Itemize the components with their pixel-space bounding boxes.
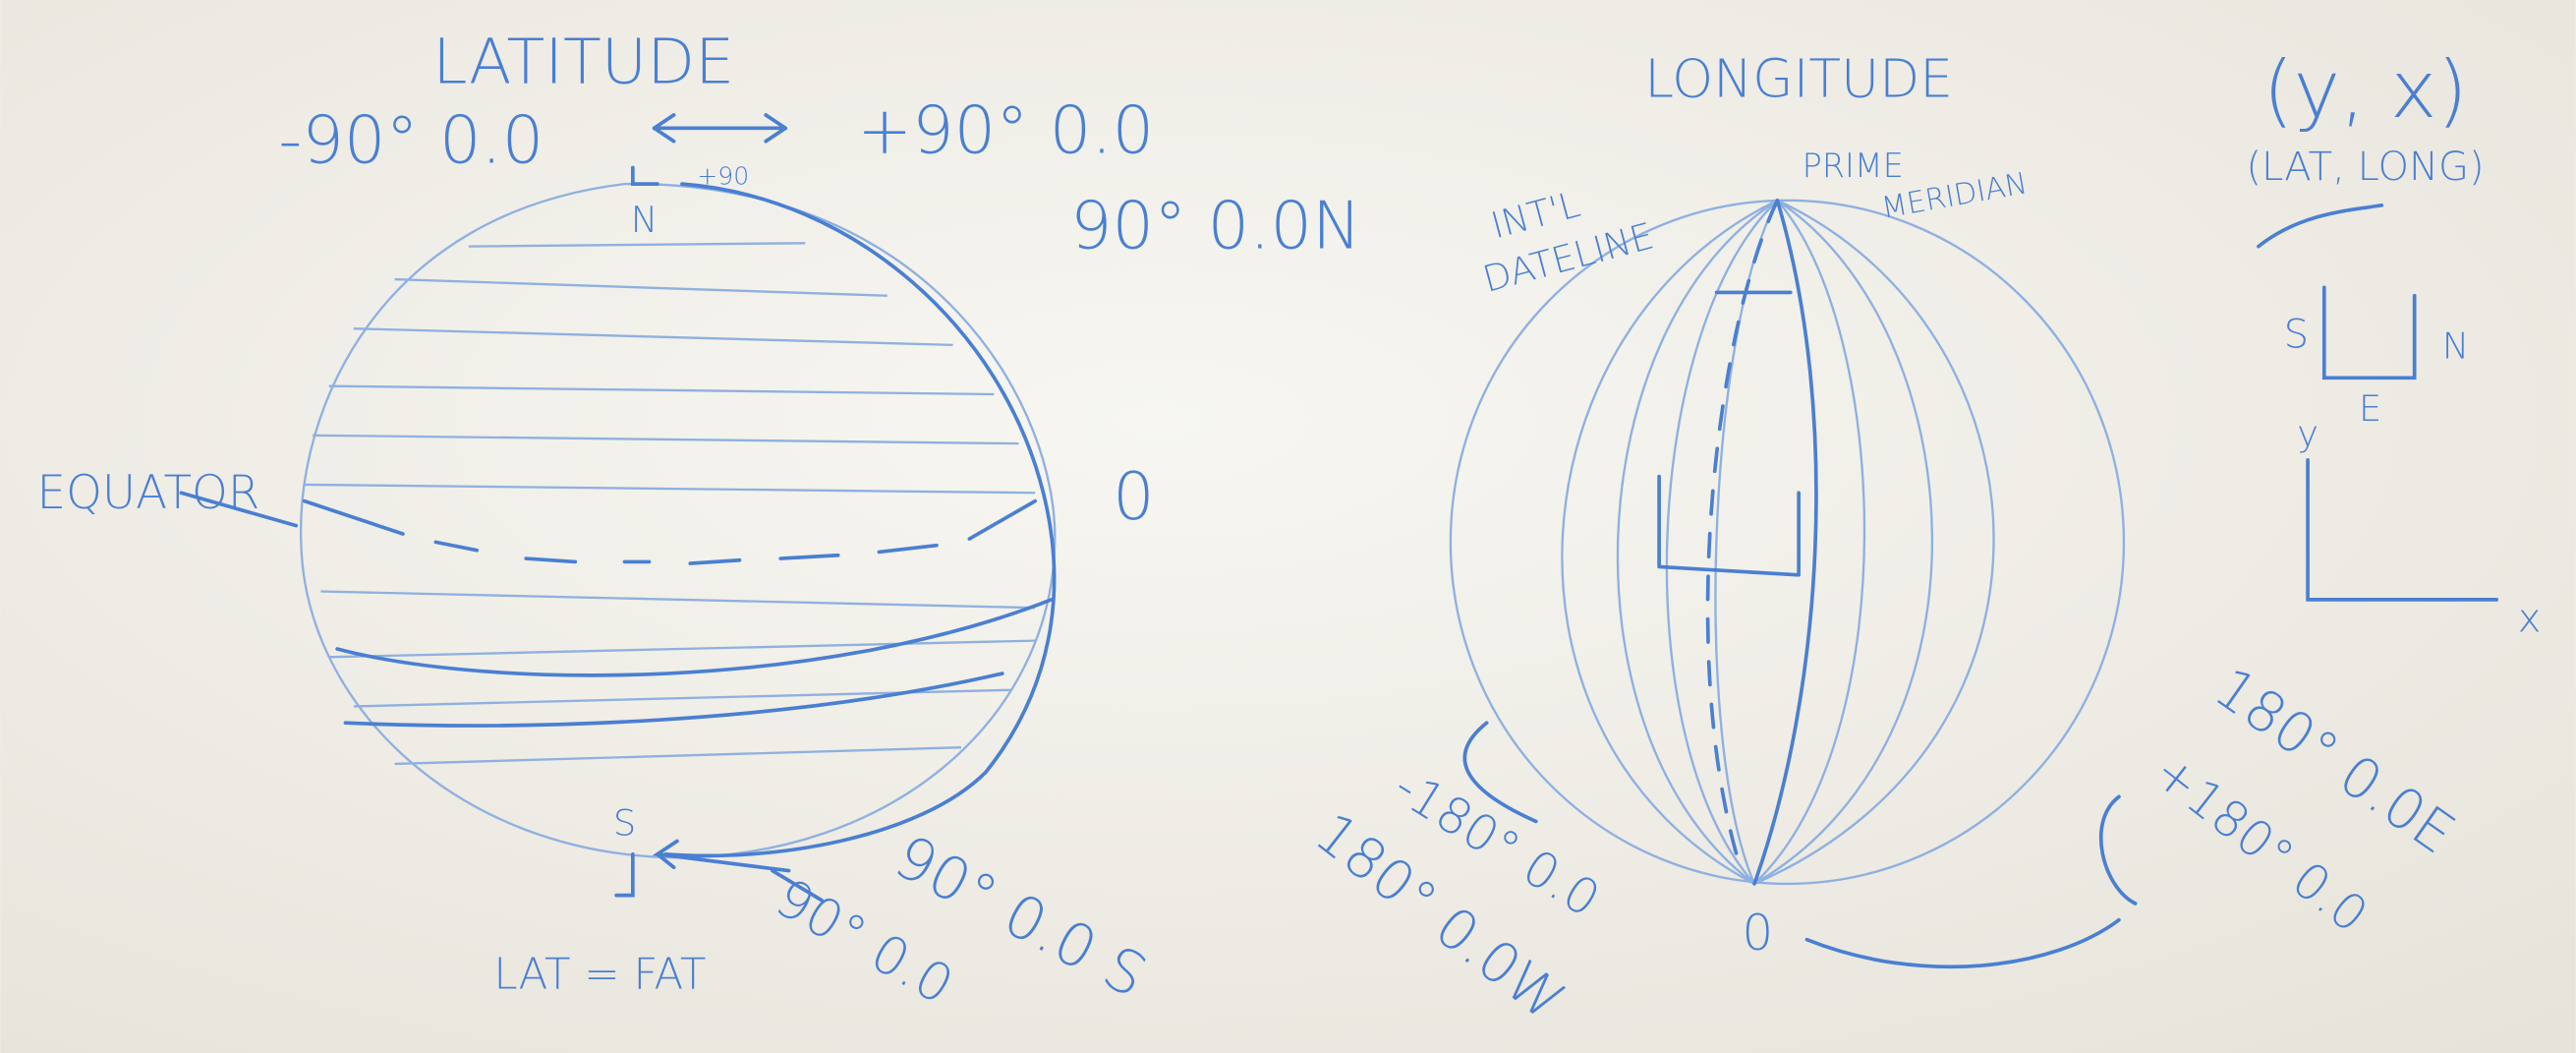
north-letter: N xyxy=(631,199,658,241)
south-range: -90° 0.0 xyxy=(278,102,544,179)
south-letter: S xyxy=(613,801,636,844)
y-axis-letter: y xyxy=(2297,412,2318,454)
zero-meridian: 0 xyxy=(1742,904,1773,962)
north-label: 90° 0.0N xyxy=(1070,187,1361,263)
page: LATITUDE -90° 0.0 +90° 0.0 +90 N 90° 0.0… xyxy=(0,0,2576,1053)
coordinate-names: (LAT, LONG) xyxy=(2246,145,2484,190)
north-range: +90° 0.0 xyxy=(857,92,1154,169)
longitude-title: LONGITUDE xyxy=(1644,47,1953,109)
mnemonic: LAT = FAT xyxy=(493,951,706,1000)
north-axis: N xyxy=(2442,325,2470,368)
south-axis: S xyxy=(2284,313,2309,358)
equator-value: 0 xyxy=(1113,458,1155,535)
x-axis-letter: x xyxy=(2518,597,2542,642)
east-axis: E xyxy=(2359,387,2381,430)
prime-meridian-1: PRIME xyxy=(1803,146,1904,185)
coordinate-pair: (y, x) xyxy=(2262,44,2467,136)
whiteboard: LATITUDE -90° 0.0 +90° 0.0 +90 N 90° 0.0… xyxy=(0,0,2576,1053)
equator-label: EQUATOR xyxy=(37,467,260,520)
latitude-title: LATITUDE xyxy=(432,25,734,97)
north-note: +90 xyxy=(697,161,749,190)
